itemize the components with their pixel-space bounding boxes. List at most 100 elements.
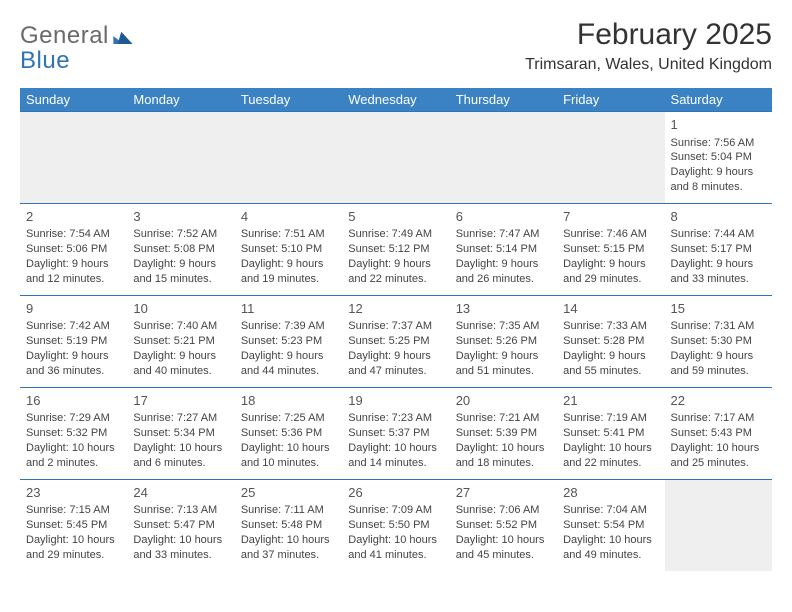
day-sunrise: Sunrise: 7:47 AM xyxy=(456,227,551,242)
day-sunrise: Sunrise: 7:44 AM xyxy=(671,227,766,242)
day-daylight: Daylight: 10 hours and 18 minutes. xyxy=(456,441,551,471)
day-sunset: Sunset: 5:43 PM xyxy=(671,426,766,441)
dow-header: Saturday xyxy=(665,88,772,112)
day-sunrise: Sunrise: 7:09 AM xyxy=(348,503,443,518)
day-of-week-row: Sunday Monday Tuesday Wednesday Thursday… xyxy=(20,88,772,112)
day-sunset: Sunset: 5:47 PM xyxy=(133,518,228,533)
day-number: 26 xyxy=(348,484,443,502)
day-daylight: Daylight: 10 hours and 49 minutes. xyxy=(563,533,658,563)
day-sunset: Sunset: 5:39 PM xyxy=(456,426,551,441)
day-sunset: Sunset: 5:30 PM xyxy=(671,334,766,349)
day-sunset: Sunset: 5:45 PM xyxy=(26,518,121,533)
calendar-day-cell: 12Sunrise: 7:37 AMSunset: 5:25 PMDayligh… xyxy=(342,295,449,387)
day-number: 13 xyxy=(456,300,551,318)
calendar-day-cell: 7Sunrise: 7:46 AMSunset: 5:15 PMDaylight… xyxy=(557,203,664,295)
day-sunrise: Sunrise: 7:11 AM xyxy=(241,503,336,518)
day-daylight: Daylight: 9 hours and 29 minutes. xyxy=(563,257,658,287)
day-sunrise: Sunrise: 7:56 AM xyxy=(671,136,766,151)
day-daylight: Daylight: 9 hours and 44 minutes. xyxy=(241,349,336,379)
day-sunset: Sunset: 5:26 PM xyxy=(456,334,551,349)
calendar-week-row: 16Sunrise: 7:29 AMSunset: 5:32 PMDayligh… xyxy=(20,387,772,479)
day-number: 4 xyxy=(241,208,336,226)
calendar-day-cell: 13Sunrise: 7:35 AMSunset: 5:26 PMDayligh… xyxy=(450,295,557,387)
calendar-day-cell: 18Sunrise: 7:25 AMSunset: 5:36 PMDayligh… xyxy=(235,387,342,479)
day-daylight: Daylight: 9 hours and 40 minutes. xyxy=(133,349,228,379)
day-sunrise: Sunrise: 7:49 AM xyxy=(348,227,443,242)
day-sunrise: Sunrise: 7:54 AM xyxy=(26,227,121,242)
dow-header: Monday xyxy=(127,88,234,112)
day-sunset: Sunset: 5:28 PM xyxy=(563,334,658,349)
day-sunset: Sunset: 5:25 PM xyxy=(348,334,443,349)
day-sunrise: Sunrise: 7:37 AM xyxy=(348,319,443,334)
calendar-day-cell: 20Sunrise: 7:21 AMSunset: 5:39 PMDayligh… xyxy=(450,387,557,479)
day-number: 14 xyxy=(563,300,658,318)
day-daylight: Daylight: 10 hours and 33 minutes. xyxy=(133,533,228,563)
day-sunrise: Sunrise: 7:40 AM xyxy=(133,319,228,334)
logo-word-2: Blue xyxy=(20,47,70,74)
dow-header: Thursday xyxy=(450,88,557,112)
day-sunrise: Sunrise: 7:19 AM xyxy=(563,411,658,426)
day-sunrise: Sunrise: 7:25 AM xyxy=(241,411,336,426)
day-number: 22 xyxy=(671,392,766,410)
day-sunset: Sunset: 5:08 PM xyxy=(133,242,228,257)
calendar-day-cell: 24Sunrise: 7:13 AMSunset: 5:47 PMDayligh… xyxy=(127,479,234,570)
day-number: 28 xyxy=(563,484,658,502)
calendar-day-cell xyxy=(342,112,449,204)
day-number: 2 xyxy=(26,208,121,226)
calendar-day-cell: 14Sunrise: 7:33 AMSunset: 5:28 PMDayligh… xyxy=(557,295,664,387)
day-number: 20 xyxy=(456,392,551,410)
day-number: 12 xyxy=(348,300,443,318)
calendar-day-cell: 6Sunrise: 7:47 AMSunset: 5:14 PMDaylight… xyxy=(450,203,557,295)
dow-header: Tuesday xyxy=(235,88,342,112)
day-sunset: Sunset: 5:15 PM xyxy=(563,242,658,257)
day-number: 25 xyxy=(241,484,336,502)
day-daylight: Daylight: 10 hours and 6 minutes. xyxy=(133,441,228,471)
day-sunrise: Sunrise: 7:33 AM xyxy=(563,319,658,334)
calendar-day-cell: 1Sunrise: 7:56 AMSunset: 5:04 PMDaylight… xyxy=(665,112,772,204)
calendar-day-cell: 27Sunrise: 7:06 AMSunset: 5:52 PMDayligh… xyxy=(450,479,557,570)
day-number: 21 xyxy=(563,392,658,410)
day-sunrise: Sunrise: 7:42 AM xyxy=(26,319,121,334)
day-number: 8 xyxy=(671,208,766,226)
day-daylight: Daylight: 10 hours and 22 minutes. xyxy=(563,441,658,471)
calendar-day-cell: 8Sunrise: 7:44 AMSunset: 5:17 PMDaylight… xyxy=(665,203,772,295)
calendar-table: Sunday Monday Tuesday Wednesday Thursday… xyxy=(20,88,772,571)
title-block: February 2025 Trimsaran, Wales, United K… xyxy=(525,18,772,74)
day-sunset: Sunset: 5:41 PM xyxy=(563,426,658,441)
day-daylight: Daylight: 10 hours and 29 minutes. xyxy=(26,533,121,563)
day-number: 7 xyxy=(563,208,658,226)
calendar-day-cell xyxy=(450,112,557,204)
calendar-day-cell: 3Sunrise: 7:52 AMSunset: 5:08 PMDaylight… xyxy=(127,203,234,295)
day-sunset: Sunset: 5:17 PM xyxy=(671,242,766,257)
calendar-day-cell: 26Sunrise: 7:09 AMSunset: 5:50 PMDayligh… xyxy=(342,479,449,570)
day-sunrise: Sunrise: 7:39 AM xyxy=(241,319,336,334)
day-sunset: Sunset: 5:50 PM xyxy=(348,518,443,533)
day-daylight: Daylight: 9 hours and 33 minutes. xyxy=(671,257,766,287)
day-number: 6 xyxy=(456,208,551,226)
dow-header: Wednesday xyxy=(342,88,449,112)
header: GeneralBlue February 2025 Trimsaran, Wal… xyxy=(20,18,772,74)
day-daylight: Daylight: 10 hours and 25 minutes. xyxy=(671,441,766,471)
day-sunrise: Sunrise: 7:46 AM xyxy=(563,227,658,242)
calendar-day-cell: 21Sunrise: 7:19 AMSunset: 5:41 PMDayligh… xyxy=(557,387,664,479)
day-daylight: Daylight: 9 hours and 8 minutes. xyxy=(671,165,766,195)
day-sunrise: Sunrise: 7:52 AM xyxy=(133,227,228,242)
day-sunset: Sunset: 5:48 PM xyxy=(241,518,336,533)
day-sunset: Sunset: 5:23 PM xyxy=(241,334,336,349)
day-daylight: Daylight: 9 hours and 59 minutes. xyxy=(671,349,766,379)
day-sunset: Sunset: 5:12 PM xyxy=(348,242,443,257)
day-number: 19 xyxy=(348,392,443,410)
day-sunrise: Sunrise: 7:51 AM xyxy=(241,227,336,242)
calendar-day-cell xyxy=(20,112,127,204)
calendar-day-cell: 10Sunrise: 7:40 AMSunset: 5:21 PMDayligh… xyxy=(127,295,234,387)
day-sunrise: Sunrise: 7:13 AM xyxy=(133,503,228,518)
calendar-day-cell: 9Sunrise: 7:42 AMSunset: 5:19 PMDaylight… xyxy=(20,295,127,387)
calendar-week-row: 23Sunrise: 7:15 AMSunset: 5:45 PMDayligh… xyxy=(20,479,772,570)
day-number: 3 xyxy=(133,208,228,226)
logo-mark-icon xyxy=(111,25,133,49)
day-sunrise: Sunrise: 7:15 AM xyxy=(26,503,121,518)
page-title: February 2025 xyxy=(525,18,772,52)
day-sunrise: Sunrise: 7:04 AM xyxy=(563,503,658,518)
day-daylight: Daylight: 9 hours and 51 minutes. xyxy=(456,349,551,379)
calendar-day-cell xyxy=(557,112,664,204)
